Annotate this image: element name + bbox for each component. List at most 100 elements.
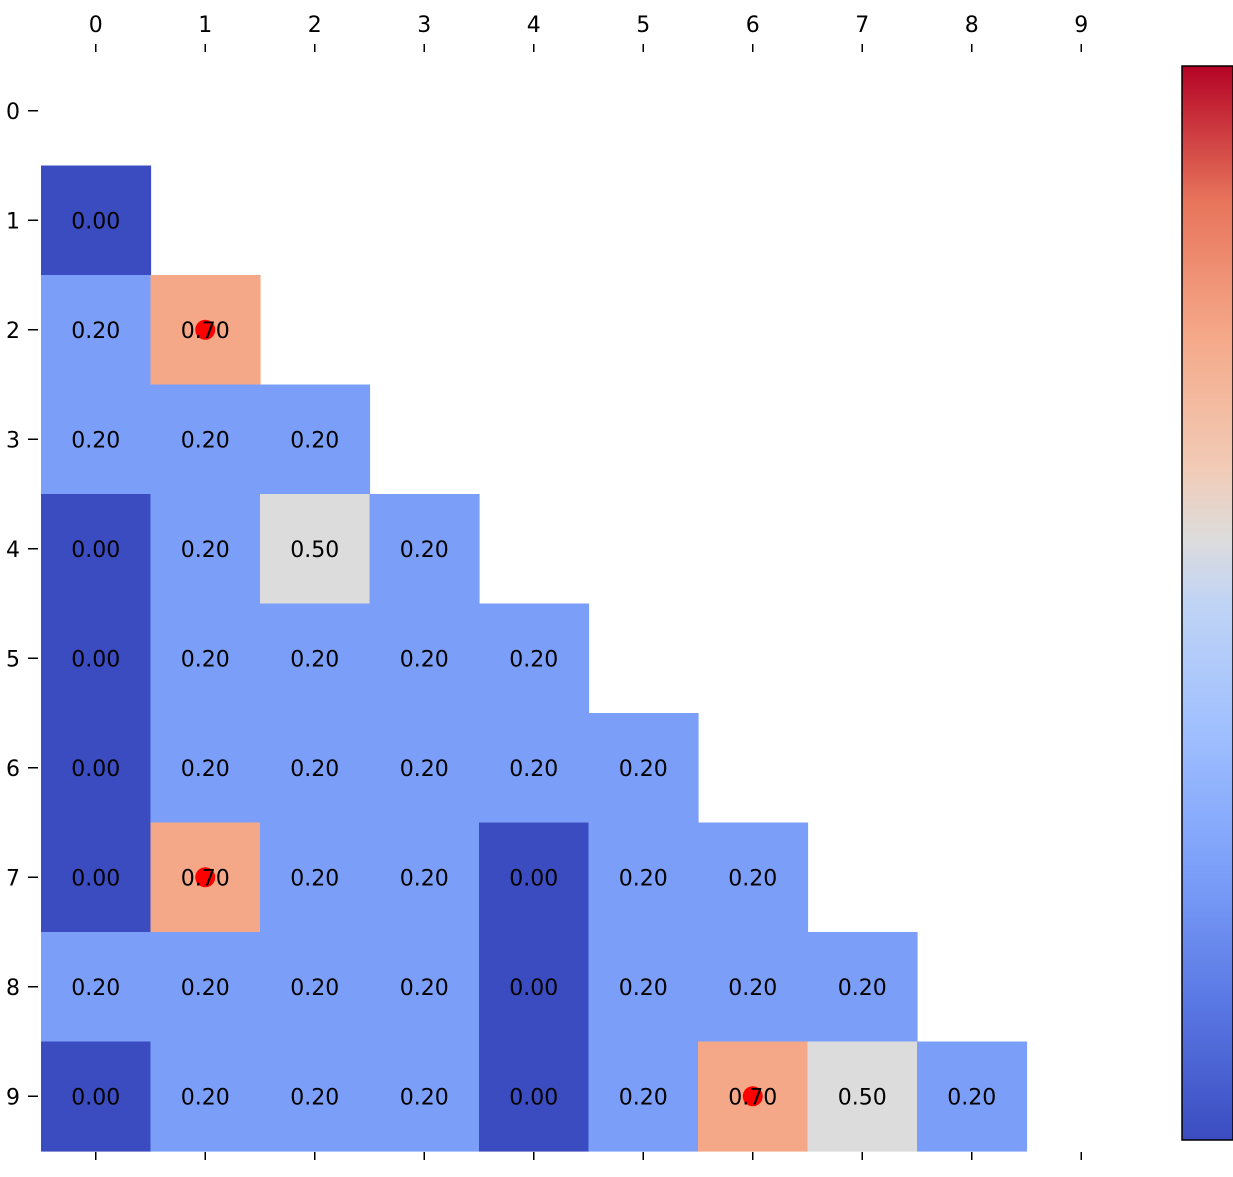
x-tick-label-8: 8 xyxy=(965,13,979,38)
cell-label-r3-c1: 0.20 xyxy=(181,428,230,453)
cell-label-r3-c2: 0.20 xyxy=(290,428,339,453)
y-axis: 0 1 2 3 4 5 6 7 8 9 xyxy=(6,100,38,1110)
y-tick-label-4: 4 xyxy=(6,538,20,563)
cell-label-r2-c1: 0.70 xyxy=(181,319,230,344)
cell-label-r6-c3: 0.20 xyxy=(400,757,449,782)
heatmap-cell-r7-c6 xyxy=(698,822,809,933)
heatmap-cell-r6-c5 xyxy=(588,713,699,824)
heatmap-cell-r8-c0 xyxy=(41,932,152,1043)
x-tick-label-1: 1 xyxy=(198,13,212,38)
heatmap-cell-r5-c0 xyxy=(41,603,152,714)
colorbar xyxy=(1181,65,1233,1141)
cell-label-r3-c0: 0.20 xyxy=(71,428,120,453)
heatmap-cell-r9-c0 xyxy=(41,1041,152,1152)
heatmap-cell-r4-c1 xyxy=(150,494,261,605)
heatmap-cell-r3-c0 xyxy=(41,384,152,495)
cell-label-r8-c7: 0.20 xyxy=(838,976,887,1001)
x-tick-label-7: 7 xyxy=(855,13,869,38)
heatmap-cell-r8-c2 xyxy=(260,932,371,1043)
cell-label-r5-c4: 0.20 xyxy=(509,647,558,672)
cell-value-labels: 0.00 0.20 0.70 0.20 0.20 0.20 0.00 0.20 0.50 0.20… xyxy=(71,209,996,1110)
heatmap-cell-r9-c1 xyxy=(150,1041,261,1152)
highlight-markers xyxy=(195,319,763,1107)
heatmap-cell-r8-c7 xyxy=(807,932,918,1043)
cell-label-r8-c4: 0.00 xyxy=(509,976,558,1001)
x-tick-label-0: 0 xyxy=(89,13,103,38)
x-tick-label-5: 5 xyxy=(636,13,650,38)
cell-label-r7-c2: 0.20 xyxy=(290,866,339,891)
y-tick-label-0: 0 xyxy=(6,100,20,125)
cell-label-r7-c1: 0.70 xyxy=(181,866,230,891)
cell-label-r9-c5: 0.20 xyxy=(619,1085,668,1110)
heatmap-cell-r9-c5 xyxy=(588,1041,699,1152)
heatmap-cell-r8-c1 xyxy=(150,932,261,1043)
heatmap-cell-r7-c3 xyxy=(369,822,480,933)
heatmap-cell-r4-c0 xyxy=(41,494,152,605)
cell-label-r7-c6: 0.20 xyxy=(728,866,777,891)
heatmap-cell-r6-c1 xyxy=(150,713,261,824)
cell-label-r5-c0: 0.00 xyxy=(71,647,120,672)
heatmap-cell-r8-c3 xyxy=(369,932,480,1043)
cell-label-r7-c3: 0.20 xyxy=(400,866,449,891)
cell-label-r1-c0: 0.00 xyxy=(71,209,120,234)
heatmap-cell-r3-c2 xyxy=(260,384,371,495)
cell-label-r5-c1: 0.20 xyxy=(181,647,230,672)
heatmap-cell-r9-c8 xyxy=(917,1041,1028,1152)
heatmap-cell-r5-c1 xyxy=(150,603,261,714)
cell-label-r9-c4: 0.00 xyxy=(509,1085,558,1110)
cell-label-r8-c5: 0.20 xyxy=(619,976,668,1001)
x-tick-label-2: 2 xyxy=(308,13,322,38)
heatmap-cell-r6-c4 xyxy=(479,713,590,824)
heatmap-cell-r2-c0 xyxy=(41,275,152,386)
y-tick-label-6: 6 xyxy=(6,757,20,782)
cell-label-r7-c5: 0.20 xyxy=(619,866,668,891)
cell-label-r6-c4: 0.20 xyxy=(509,757,558,782)
cell-label-r7-c4: 0.00 xyxy=(509,866,558,891)
cell-label-r2-c0: 0.20 xyxy=(71,319,120,344)
cell-label-r5-c3: 0.20 xyxy=(400,647,449,672)
cell-label-r8-c6: 0.20 xyxy=(728,976,777,1001)
cell-label-r4-c0: 0.00 xyxy=(71,538,120,563)
highlight-dot-r7-c1 xyxy=(195,867,216,888)
x-tick-label-4: 4 xyxy=(527,13,541,38)
heatmap-cell-r6-c3 xyxy=(369,713,480,824)
y-tick-label-2: 2 xyxy=(6,319,20,344)
x-tick-label-6: 6 xyxy=(746,13,760,38)
y-tick-label-8: 8 xyxy=(6,976,20,1001)
cell-label-r6-c2: 0.20 xyxy=(290,757,339,782)
cell-label-r6-c0: 0.00 xyxy=(71,757,120,782)
heatmap-cell-r7-c5 xyxy=(588,822,699,933)
cell-label-r8-c2: 0.20 xyxy=(290,976,339,1001)
y-tick-label-1: 1 xyxy=(6,209,20,234)
y-tick-label-9: 9 xyxy=(6,1085,20,1110)
heatmap-cell-r3-c1 xyxy=(150,384,261,495)
cell-label-r9-c8: 0.20 xyxy=(947,1085,996,1110)
x-axis-bottom xyxy=(95,1152,1082,1160)
cell-label-r7-c0: 0.00 xyxy=(71,866,120,891)
heatmap-cell-r5-c4 xyxy=(479,603,590,714)
heatmap-cell-r5-c2 xyxy=(260,603,371,714)
cell-label-r4-c3: 0.20 xyxy=(400,538,449,563)
highlight-dot-r2-c1 xyxy=(195,319,216,340)
x-tick-label-3: 3 xyxy=(417,13,431,38)
heatmap-cell-r9-c3 xyxy=(369,1041,480,1152)
heatmap-cell-r6-c2 xyxy=(260,713,371,824)
heatmap-cell-r6-c0 xyxy=(41,713,152,824)
cell-label-r9-c2: 0.20 xyxy=(290,1085,339,1110)
cell-label-r6-c5: 0.20 xyxy=(619,757,668,782)
cell-label-r5-c2: 0.20 xyxy=(290,647,339,672)
cell-label-r8-c1: 0.20 xyxy=(181,976,230,1001)
cell-label-r8-c0: 0.20 xyxy=(71,976,120,1001)
heatmap-cell-r9-c2 xyxy=(260,1041,371,1152)
y-tick-label-7: 7 xyxy=(6,866,20,891)
cell-label-r8-c3: 0.20 xyxy=(400,976,449,1001)
heatmap-cells xyxy=(41,165,1028,1152)
x-axis-top: 0 1 2 3 4 5 6 7 8 9 xyxy=(89,13,1088,52)
heatmap-cell-r4-c3 xyxy=(369,494,480,605)
heatmap-cell-r7-c2 xyxy=(260,822,371,933)
cell-label-r9-c6: 0.70 xyxy=(728,1085,777,1110)
heatmap-cell-r8-c4 xyxy=(479,932,590,1043)
heatmap-cell-r9-c7 xyxy=(807,1041,918,1152)
heatmap-cell-r8-c5 xyxy=(588,932,699,1043)
